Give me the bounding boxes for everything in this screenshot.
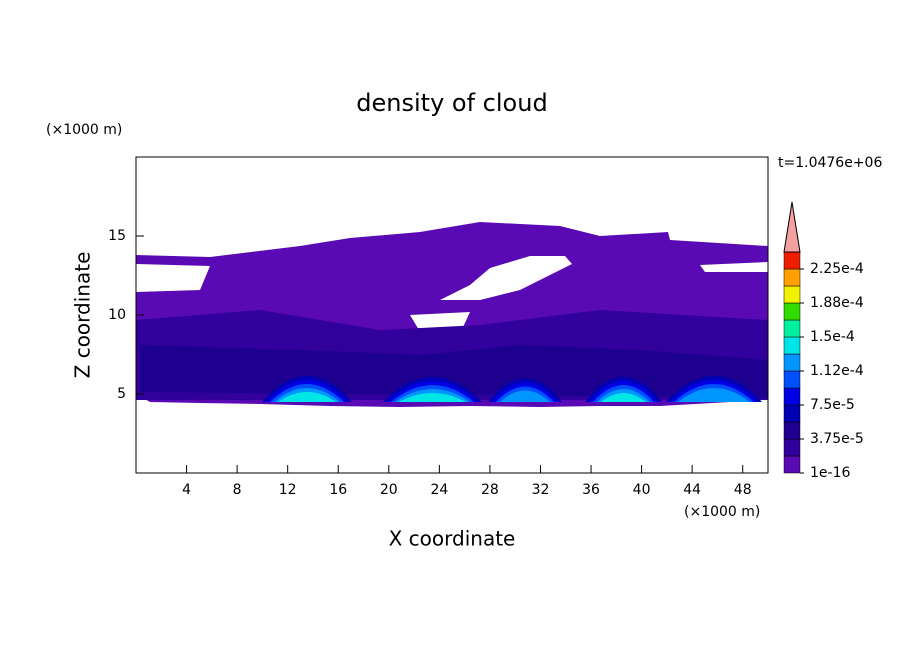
colorbar-label: 1.88e-4	[810, 295, 864, 311]
y-tick-label: 10	[108, 307, 126, 323]
contour-region	[678, 388, 750, 402]
x-tick-label: 36	[582, 482, 600, 498]
colorbar-band	[783, 455, 801, 474]
colorbar-label: 1.12e-4	[810, 363, 864, 379]
x-tick-label: 16	[329, 482, 347, 498]
contour-region	[399, 393, 466, 402]
y-tick-label: 5	[117, 386, 126, 402]
x-tick-label: 44	[683, 482, 701, 498]
colorbar-band	[783, 285, 801, 304]
colorbar-label: 3.75e-5	[810, 431, 864, 447]
contour-region	[500, 390, 550, 402]
blank-region	[700, 262, 768, 272]
x-tick-label: 32	[532, 482, 550, 498]
x-tick-label: 12	[279, 482, 297, 498]
x-axis-label: X coordinate	[389, 527, 516, 551]
x-tick-label: 40	[633, 482, 651, 498]
colorbar-band	[783, 268, 801, 287]
blank-region	[136, 264, 210, 292]
x-tick-label: 24	[430, 482, 448, 498]
blank-region	[440, 256, 572, 300]
contour-region	[278, 392, 336, 402]
colorbar-band	[783, 404, 801, 423]
x-tick-label: 20	[380, 482, 398, 498]
colorbar-band	[783, 370, 801, 389]
contour-region	[601, 393, 646, 402]
colorbar-label: 7.5e-5	[810, 397, 855, 413]
y-axis-label: Z coordinate	[71, 252, 95, 379]
x-unit: (×1000 m)	[684, 504, 760, 520]
x-tick-label: 8	[233, 482, 242, 498]
colorbar-band	[783, 251, 801, 270]
contour-field	[136, 222, 768, 407]
x-tick-label: 48	[734, 482, 752, 498]
colorbar-extend	[783, 201, 801, 253]
colorbar-band	[783, 319, 801, 338]
colorbar-band	[783, 336, 801, 355]
colorbar-band	[783, 387, 801, 406]
chart-title: density of cloud	[356, 89, 547, 117]
colorbar-band	[783, 438, 801, 457]
colorbar-band	[783, 353, 801, 372]
colorbar-band	[783, 421, 801, 440]
colorbar-label: 1e-16	[810, 465, 850, 481]
y-unit: (×1000 m)	[46, 122, 122, 138]
time-label: t=1.0476e+06	[778, 155, 882, 171]
y-tick-label: 15	[108, 228, 126, 244]
x-tick-label: 28	[481, 482, 499, 498]
colorbar-label: 2.25e-4	[810, 261, 864, 277]
colorbar-band	[783, 302, 801, 321]
x-tick-label: 4	[182, 482, 191, 498]
colorbar-label: 1.5e-4	[810, 329, 855, 345]
